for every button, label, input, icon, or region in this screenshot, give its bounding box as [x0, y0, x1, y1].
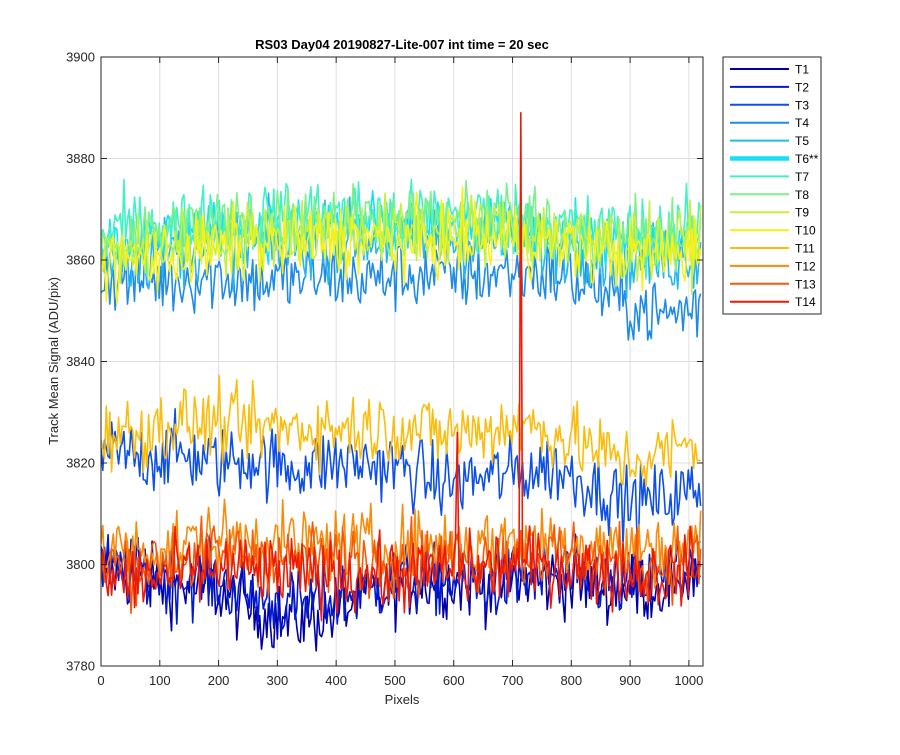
x-axis-label: Pixels	[385, 692, 420, 707]
y-axis-label: Track Mean Signal (ADU/pix)	[46, 277, 61, 445]
series-line-T14	[101, 112, 702, 622]
legend-box	[722, 56, 822, 315]
y-tick-label: 3900	[66, 50, 95, 65]
legend-entry: T10	[795, 224, 816, 238]
x-tick-label: 500	[384, 673, 406, 688]
x-tick-label: 600	[443, 673, 465, 688]
x-tick-label: 100	[149, 673, 171, 688]
data-series	[101, 112, 702, 652]
legend: T1 T2 T3 T4 T5 T6** T7 T8 T9 T10 T11 T12 T13 T14	[722, 56, 822, 315]
y-tick-label: 3780	[66, 659, 95, 674]
legend-entry: T9	[795, 206, 809, 220]
legend-entry: T6**	[795, 152, 819, 166]
y-tick-label: 3820	[66, 456, 95, 471]
legend-entry: T4	[795, 116, 809, 130]
legend-entry: T11	[795, 242, 815, 256]
series-line-T13	[101, 515, 702, 614]
series-line-T9	[101, 192, 702, 295]
legend-entry: T7	[795, 170, 809, 184]
legend-entry: T8	[795, 188, 809, 202]
x-tick-label: 700	[502, 673, 524, 688]
legend-entry: T2	[795, 80, 809, 94]
legend-entry: T12	[795, 259, 816, 273]
legend-entry: T14	[795, 295, 816, 309]
chart-title: RS03 Day04 20190827-Lite-007 int time = …	[255, 37, 549, 52]
x-tick-label: 1000	[674, 673, 703, 688]
legend-entry: T1	[795, 63, 809, 77]
y-tick-label: 3880	[66, 151, 95, 166]
axis-ticks: 0 100 200 300 400 500 600 700 800 900 1000 3780 3800…	[66, 50, 703, 689]
x-tick-label: 200	[208, 673, 230, 688]
series-line-T11	[101, 374, 702, 487]
x-tick-label: 400	[325, 673, 347, 688]
series-line-T10	[101, 186, 702, 306]
x-tick-label: 300	[267, 673, 289, 688]
legend-entry: T13	[795, 277, 816, 291]
y-tick-label: 3800	[66, 557, 95, 572]
series-line-T3	[101, 408, 702, 548]
x-tick-label: 0	[97, 673, 104, 688]
legend-entry: T5	[795, 134, 809, 148]
x-tick-label: 800	[560, 673, 582, 688]
legend-entry: T3	[795, 98, 809, 112]
x-tick-label: 900	[619, 673, 641, 688]
y-tick-label: 3840	[66, 354, 95, 369]
y-tick-label: 3860	[66, 253, 95, 268]
